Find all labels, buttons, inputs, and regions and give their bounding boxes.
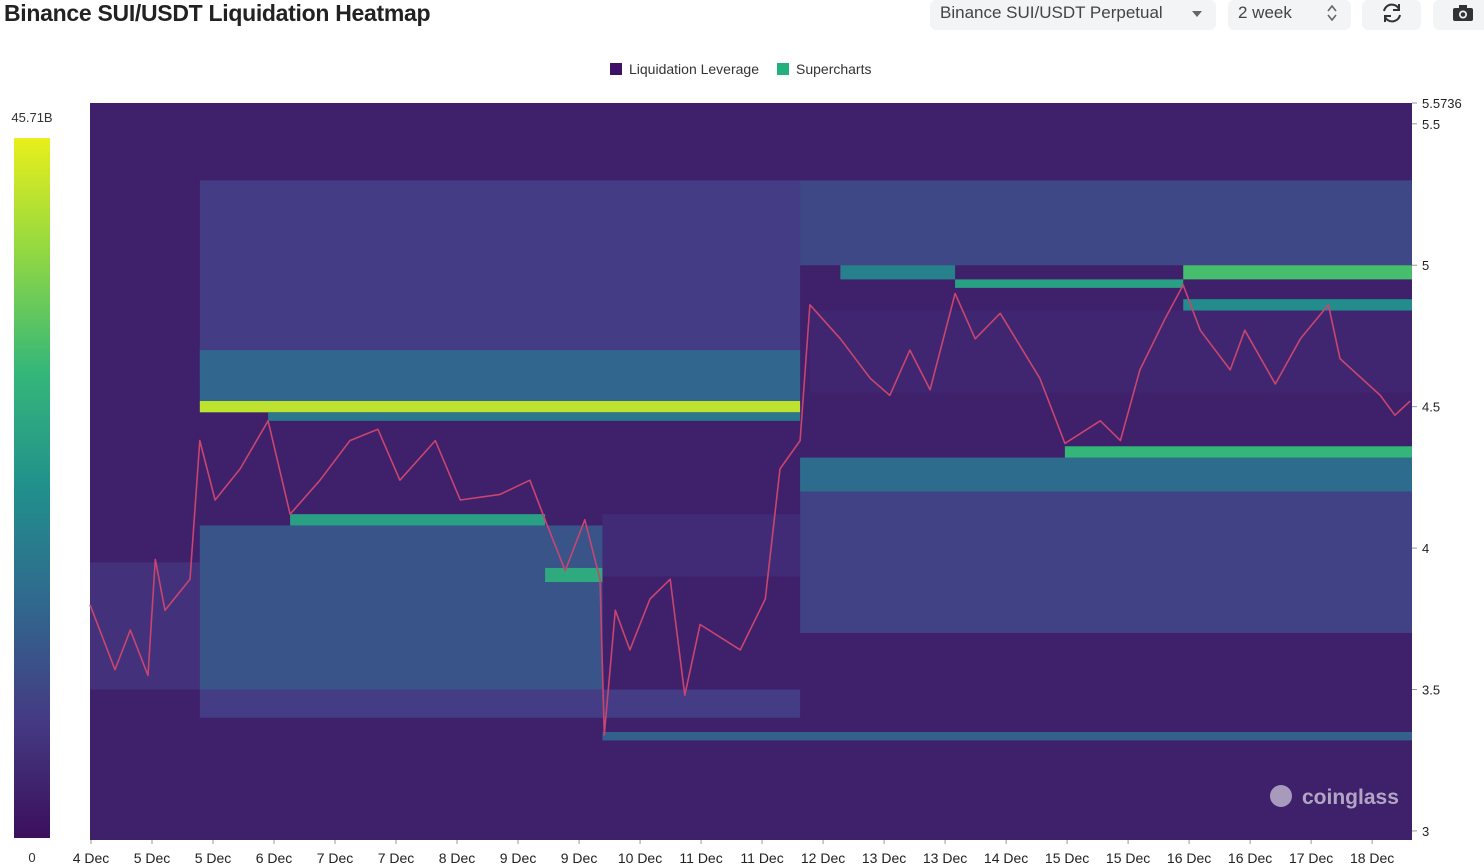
y-tick-label: 3.5 — [1422, 683, 1440, 698]
x-tick-label: 4 Dec — [73, 850, 110, 866]
x-tick-label: 16 Dec — [1228, 850, 1272, 866]
heatmap-cell — [199, 350, 801, 402]
x-tick-label: 5 Dec — [195, 850, 232, 866]
x-tick-label: 5 Dec — [134, 850, 171, 866]
heatmap-cell — [840, 265, 956, 280]
refresh-button[interactable] — [1362, 0, 1421, 30]
x-tick-label: 10 Dec — [618, 850, 662, 866]
x-tick-label: 15 Dec — [1106, 850, 1150, 866]
x-tick-label: 9 Dec — [561, 850, 598, 866]
heatmap-cell — [199, 525, 603, 690]
colorbar-max-label: 45.71B — [11, 110, 52, 125]
heatmap-cell — [800, 457, 1412, 492]
dropdown-icon — [1192, 11, 1202, 17]
x-tick-label: 14 Dec — [984, 850, 1028, 866]
x-tick-label: 7 Dec — [317, 850, 354, 866]
watermark-logo — [1270, 785, 1292, 807]
y-tick-label: 4.5 — [1422, 400, 1440, 415]
heatmap-cell — [268, 412, 801, 421]
pair-select[interactable]: Binance SUI/USDT Perpetual — [930, 0, 1216, 30]
x-tick-label: 11 Dec — [679, 850, 722, 866]
x-tick-label: 15 Dec — [1045, 850, 1089, 866]
y-tick-label: 5.5736 — [1422, 96, 1462, 111]
plot-area — [90, 103, 1412, 840]
x-tick-label: 6 Dec — [256, 850, 293, 866]
page-title: Binance SUI/USDT Liquidation Heatmap — [4, 0, 431, 26]
x-tick-label: 11 Dec — [740, 850, 783, 866]
heatmap-cell — [1064, 446, 1412, 458]
x-tick-label: 13 Dec — [923, 850, 967, 866]
heatmap-cell — [800, 180, 1412, 266]
x-tick-label: 8 Dec — [439, 850, 476, 866]
pair-select-label: Binance SUI/USDT Perpetual — [940, 3, 1163, 22]
heatmap-cell — [1183, 265, 1412, 280]
colorbar-min-label: 0 — [28, 850, 35, 865]
legend-label: Supercharts — [796, 61, 871, 77]
heatmap-cell — [199, 401, 801, 413]
x-tick-label: 9 Dec — [500, 850, 537, 866]
heatmap-cell — [602, 514, 801, 577]
legend-swatch — [610, 63, 622, 75]
heatmap-cell — [199, 689, 801, 718]
range-select-label: 2 week — [1238, 3, 1292, 22]
y-tick-label: 5 — [1422, 258, 1429, 273]
price-line — [89, 284, 1411, 736]
spinner-icon — [1327, 5, 1337, 21]
range-select[interactable]: 2 week — [1228, 0, 1351, 30]
heatmap-cell — [290, 514, 546, 526]
heatmap-cell — [800, 491, 1412, 633]
x-tick-label: 16 Dec — [1167, 850, 1211, 866]
heatmap-cell — [602, 731, 1412, 741]
heatmap-cell — [90, 562, 200, 690]
colorbar — [14, 138, 50, 838]
x-tick-label: 13 Dec — [862, 850, 906, 866]
legend-label: Liquidation Leverage — [629, 61, 759, 77]
y-tick-label: 3 — [1422, 824, 1429, 839]
heatmap-cell — [809, 310, 1412, 393]
heatmap-cell — [199, 180, 801, 379]
legend-swatch — [777, 63, 789, 75]
x-tick-label: 12 Dec — [801, 850, 845, 866]
heatmap-cell — [545, 567, 603, 583]
heatmap-cell — [955, 279, 1184, 288]
heatmap-cell — [1183, 299, 1412, 311]
y-tick-label: 5.5 — [1422, 117, 1440, 132]
x-tick-label: 17 Dec — [1289, 850, 1333, 866]
refresh-icon — [1383, 3, 1401, 23]
watermark: coinglass — [1302, 786, 1399, 809]
screenshot-button[interactable] — [1433, 0, 1484, 30]
camera-icon — [1453, 5, 1473, 21]
x-tick-label: 18 Dec — [1350, 850, 1394, 866]
y-tick-label: 4 — [1422, 541, 1429, 556]
x-tick-label: 7 Dec — [378, 850, 415, 866]
heatmap-cell — [90, 103, 1412, 840]
